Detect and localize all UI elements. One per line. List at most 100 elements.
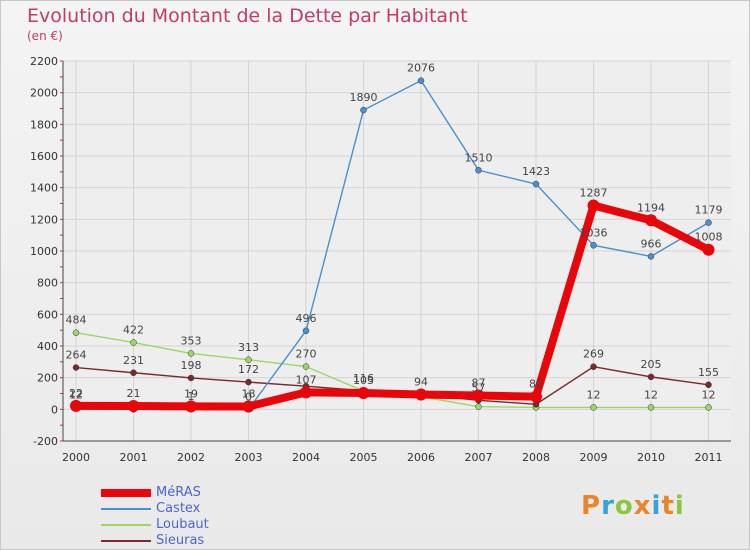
data-label: 87 [472,377,486,390]
data-point [72,329,80,336]
data-point [647,253,655,260]
data-label: 12 [644,388,658,401]
x-tick-label: 2008 [522,451,550,464]
data-point [415,388,427,401]
y-tick-label: 1600 [30,150,58,163]
y-tick-label: 200 [37,372,58,385]
logo-letter: o [614,491,634,521]
legend-swatch-meras [101,489,151,497]
data-label: 116 [353,372,374,385]
data-point [245,356,252,364]
legend-item: Sieuras [101,533,301,549]
data-point [130,369,137,377]
data-label: 155 [698,366,719,379]
data-label: 1890 [350,91,378,104]
logo-letter: P [581,491,602,521]
data-point [242,400,255,413]
x-tick-label: 2006 [407,451,435,464]
data-label: 205 [641,358,662,371]
data-label: 172 [238,363,259,376]
legend-label: Sieuras [156,533,205,548]
x-tick-label: 2005 [350,451,378,464]
data-label: 1179 [695,204,723,217]
data-label: 496 [296,312,317,325]
logo-letter: i [651,491,662,521]
data-point [705,219,712,226]
legend-label: Loubaut [156,517,209,532]
y-tick-label: 800 [37,277,58,290]
data-point [302,363,310,370]
data-label: 231 [123,354,144,367]
data-label: 353 [181,334,202,347]
data-point [300,386,312,399]
data-point [530,390,542,403]
data-point [130,339,137,346]
logo-letter: r [601,491,615,521]
x-tick-label: 2010 [637,451,665,464]
data-label: 103 [353,374,374,387]
logo-letter: x [633,491,652,521]
data-point [590,363,597,370]
y-tick-label: -200 [33,435,58,448]
data-label: 0 [245,390,252,403]
chart-title: Evolution du Montant de la Dette par Hab… [27,5,468,27]
data-point [705,404,712,411]
x-tick-label: 2002 [177,451,205,464]
x-tick-label: 2000 [62,451,90,464]
data-label: 1287 [580,187,608,200]
data-label: 1008 [695,231,723,244]
y-tick-label: 400 [37,340,58,353]
y-tick-label: 1200 [30,213,58,226]
proxiti-logo: Proxiti [581,491,685,521]
data-point [472,389,485,402]
x-tick-label: 2007 [465,451,493,464]
logo-letter: t [661,491,675,521]
data-label: 94 [414,375,428,388]
data-label: 198 [181,359,202,372]
data-point [187,374,195,382]
data-point [72,364,80,371]
data-point [70,399,82,412]
data-point [705,381,712,389]
data-label: 966 [641,237,662,250]
data-label: 18 [242,387,256,400]
data-point [590,242,597,249]
data-point [645,214,657,227]
data-label: 107 [296,373,317,386]
data-label: 12 [69,388,83,401]
legend: MéRAS Castex Loubaut Sieuras [101,486,301,549]
data-point [532,180,540,188]
legend-item: MéRAS [101,486,301,502]
logo-letter: i [674,491,685,521]
chart-unit: (en €) [27,29,63,43]
data-label: 21 [127,387,141,400]
data-point [590,404,597,411]
data-label: 264 [66,349,87,362]
data-label: 1 [188,390,195,403]
legend-swatch-sieuras [101,540,151,542]
data-point [357,387,370,400]
data-point [187,350,195,357]
x-tick-label: 2001 [120,451,148,464]
data-point [702,243,715,256]
data-label: 12 [702,388,716,401]
data-point [127,400,140,413]
data-point [647,404,655,411]
x-tick-label: 2009 [580,451,608,464]
x-tick-label: 2011 [695,451,723,464]
legend-swatch-loubaut [101,524,151,526]
data-label: 2076 [407,62,435,75]
data-point [185,400,197,413]
legend-label: Castex [156,501,201,516]
y-tick-label: 1000 [30,245,58,258]
data-label: 1423 [522,165,550,178]
y-tick-label: 600 [37,308,58,321]
y-tick-label: 1400 [30,182,58,195]
data-label: 22 [69,387,83,400]
x-tick-label: 2004 [292,451,320,464]
data-point [475,403,482,410]
data-point [475,167,482,174]
legend-label: MéRAS [156,485,201,500]
